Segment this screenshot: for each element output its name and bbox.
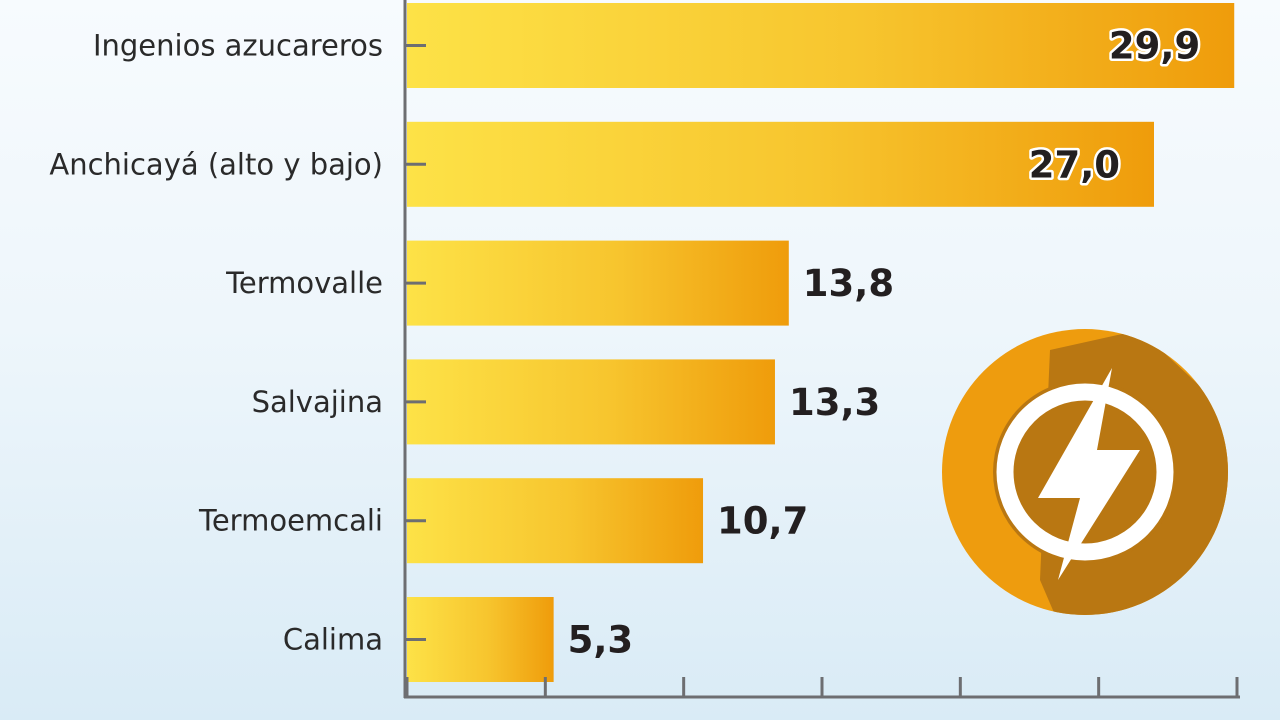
icon-power-ring	[996, 383, 1174, 561]
power-lightning-icon	[942, 329, 1228, 615]
category-label: Termoemcali	[198, 504, 383, 538]
axis-ticks	[405, 44, 1239, 697]
category-label: Calima	[283, 623, 383, 657]
category-labels: Ingenios azucareros Anchicayá (alto y baj…	[49, 29, 383, 657]
value-labels: 29,9 27,0 13,8 13,3 10,7 5,3	[568, 22, 1203, 662]
category-label: Salvajina	[252, 385, 383, 419]
bar-termoemcali	[407, 478, 704, 564]
category-label: Ingenios azucareros	[93, 29, 383, 63]
category-label: Anchicayá (alto y bajo)	[49, 147, 383, 181]
bar-termovalle	[407, 240, 789, 326]
category-label: Termovalle	[225, 266, 383, 300]
lightning-bolt-icon	[1038, 368, 1140, 580]
bar-calima	[407, 597, 554, 682]
bar-ingenios-azucareros	[407, 3, 1235, 88]
value-label: 29,9	[1109, 25, 1200, 68]
bar-salvajina	[407, 359, 775, 445]
bar-anchicaya-alto-y-bajo	[407, 121, 1154, 207]
bars-group	[407, 3, 1235, 682]
value-label: 13,3	[789, 381, 880, 424]
value-label: 10,7	[717, 500, 808, 543]
value-label: 5,3	[568, 619, 634, 662]
value-label: 13,8	[803, 262, 894, 305]
value-label: 27,0	[1029, 143, 1120, 186]
